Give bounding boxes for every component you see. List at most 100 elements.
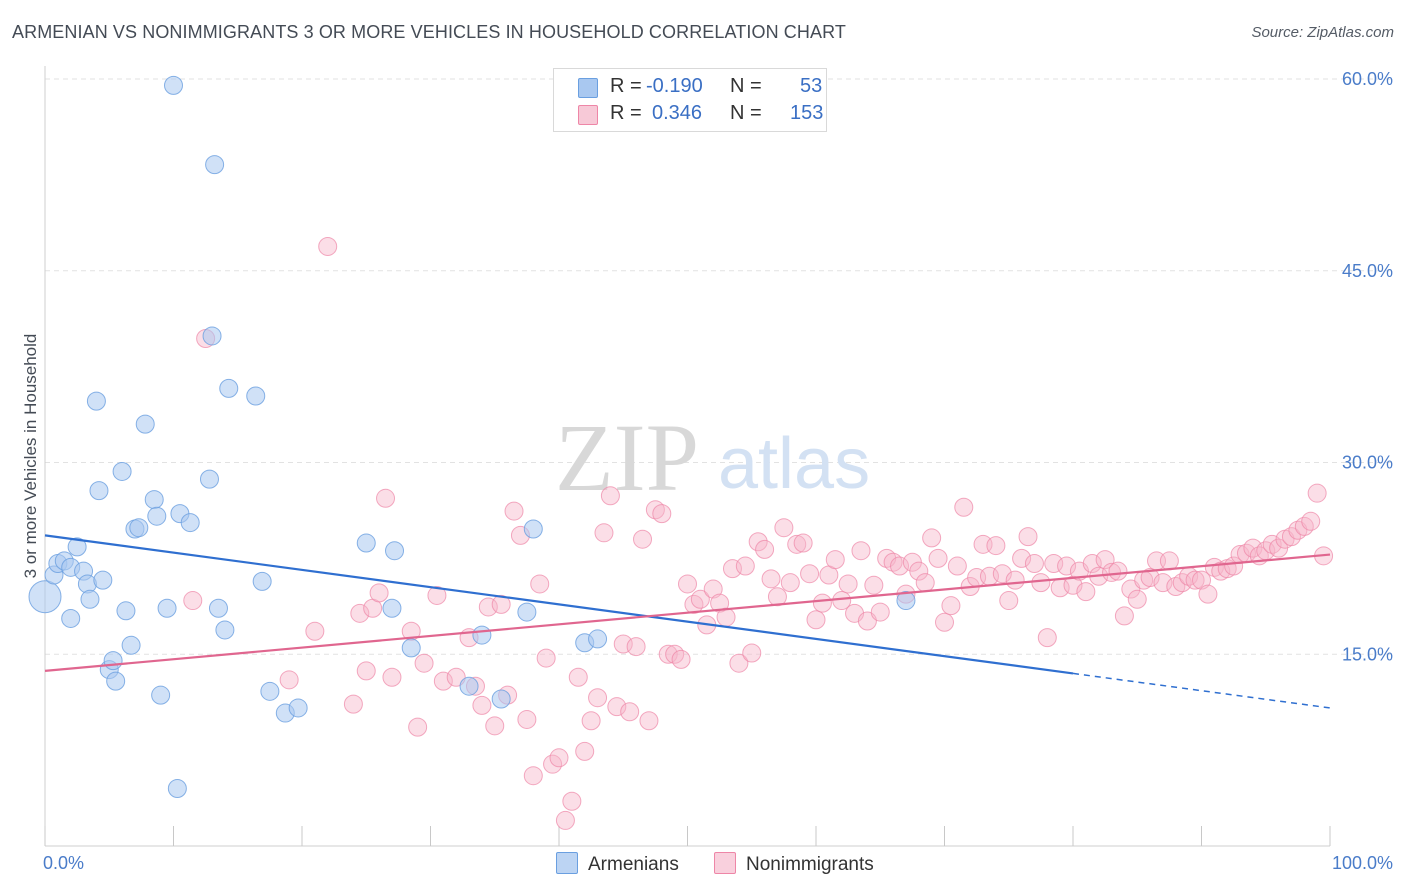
nonimmigrants-point [922,528,942,548]
nonimmigrants-point [536,648,556,668]
y-tick-label: 45.0% [1342,261,1393,281]
armenians-point [401,638,421,658]
armenians-point [219,378,239,398]
armenians-point [106,671,126,691]
nonimmigrants-point [382,667,402,687]
nonimmigrants-point [343,694,363,714]
armenians-point [382,598,402,618]
armenians-point [896,591,916,611]
armenians-point [205,155,225,175]
legend-n-value: 153 [790,102,824,124]
nonimmigrants-point [812,593,832,613]
legend-r-value: 0.346 [652,102,703,124]
nonimmigrants-point [825,550,845,570]
nonimmigrants-point [665,644,685,664]
armenians-point [89,481,109,501]
nonimmigrants-point [986,536,1006,556]
nonimmigrants-point [1005,570,1025,590]
nonimmigrants-trend-line [44,553,1331,672]
nonimmigrants-point [787,534,807,554]
nonimmigrants-point [1031,573,1051,593]
nonimmigrants-point [581,711,601,731]
armenians-point [147,506,167,526]
legend-swatch-nonimmigrants [578,105,598,125]
nonimmigrants-point [517,709,537,729]
armenians-point [28,580,62,614]
nonimmigrants-point [748,532,768,552]
nonimmigrants-point [870,602,890,622]
nonimmigrants-point [806,610,826,630]
nonimmigrants-point [491,594,511,614]
nonimmigrants-point [1082,553,1102,573]
armenians-point [208,598,228,618]
nonimmigrants-point [1037,628,1057,648]
source-label: Source: ZipAtlas.com [1251,24,1394,41]
bottom-legend-label-nonimmigrants: Nonimmigrants [746,854,874,875]
armenians-point [129,518,149,538]
armenians-point [135,414,155,434]
nonimmigrants-point [1114,606,1134,626]
watermark-atlas: atlas [718,424,870,504]
nonimmigrants-point [414,653,434,673]
armenians-point [385,541,405,561]
armenians-point [199,469,219,489]
tick-labels: 15.0% 30.0% 45.0% 60.0% 0.0% 100.0% [43,69,1393,873]
armenians-point [517,602,537,622]
nonimmigrants-point [780,573,800,593]
bottom-legend-swatch-armenians [556,852,578,874]
nonimmigrants-point [1224,556,1244,576]
nonimmigrants-point [549,748,569,768]
nonimmigrants-point [318,236,338,256]
nonimmigrants-point [1127,589,1147,609]
nonimmigrants-point [568,667,588,687]
nonimmigrants-point [1095,550,1115,570]
nonimmigrants-point [1057,556,1077,576]
watermark-zip: ZIP [555,404,699,511]
nonimmigrants-point [376,488,396,508]
nonimmigrants-point [1294,516,1314,536]
armenians-point [103,651,123,671]
nonimmigrants-point [279,670,299,690]
nonimmigrants-point [369,583,389,603]
x-tick-label: 0.0% [43,853,84,873]
nonimmigrants-point [1301,511,1321,531]
nonimmigrants-point [555,810,575,830]
nonimmigrants-point [523,766,543,786]
nonimmigrants-point [530,574,550,594]
armenians-point [144,490,164,510]
nonimmigrants-point [652,504,672,524]
nonimmigrants-point [1192,570,1211,590]
nonimmigrants-point [427,585,447,605]
legend-r-label: R = [610,102,642,124]
armenians-point [260,681,280,701]
nonimmigrants-point [851,541,871,561]
legend-n-label: N = [730,102,762,124]
nonimmigrants-point [735,556,755,576]
legend-swatch-armenians [578,78,598,98]
armenians-point [246,386,266,406]
nonimmigrants-point [671,649,691,669]
nonimmigrants-point [633,529,653,549]
armenians-point [164,75,183,95]
nonimmigrants-point [1018,527,1038,547]
nonimmigrants-point [793,533,813,553]
armenians-point [472,625,492,645]
legend: R = -0.190 N = 53 R = 0.346 N = 153 [553,68,827,132]
nonimmigrants-point [909,561,929,581]
nonimmigrants-points [183,236,1334,830]
armenians-point [116,601,136,621]
armenians-point [288,698,308,718]
armenians-point [121,635,141,655]
nonimmigrants-point [408,717,428,737]
y-tick-label: 15.0% [1342,644,1393,664]
nonimmigrants-point [755,539,775,559]
trend-lines [44,534,1331,709]
bottom-legend-nonimmigrants: Nonimmigrants [714,852,874,876]
armenians-point [80,589,100,609]
nonimmigrants-point [690,589,710,609]
nonimmigrants-point [600,486,620,506]
armenians-point [588,629,608,649]
nonimmigrants-point [433,671,453,691]
nonimmigrants-point [594,523,614,543]
nonimmigrants-point [1108,561,1128,581]
